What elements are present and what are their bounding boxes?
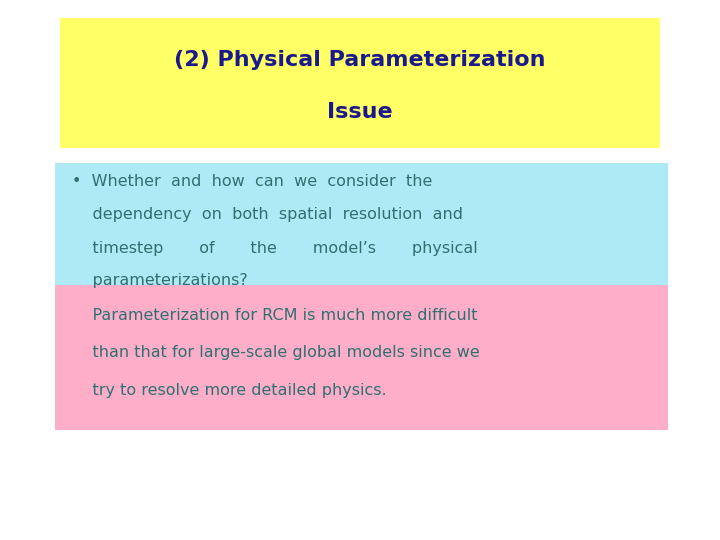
Text: dependency  on  both  spatial  resolution  and: dependency on both spatial resolution an… xyxy=(72,207,463,222)
FancyBboxPatch shape xyxy=(55,163,668,310)
Text: than that for large-scale global models since we: than that for large-scale global models … xyxy=(72,346,480,361)
Text: timestep       of       the       model’s       physical: timestep of the model’s physical xyxy=(72,240,478,255)
Text: parameterizations?: parameterizations? xyxy=(72,273,248,288)
Text: Parameterization for RCM is much more difficult: Parameterization for RCM is much more di… xyxy=(72,307,477,322)
Text: (2) Physical Parameterization: (2) Physical Parameterization xyxy=(174,50,546,70)
FancyBboxPatch shape xyxy=(60,18,660,148)
Text: •  Whether  and  how  can  we  consider  the: • Whether and how can we consider the xyxy=(72,174,433,190)
FancyBboxPatch shape xyxy=(55,285,668,430)
Text: Issue: Issue xyxy=(327,102,393,122)
Text: try to resolve more detailed physics.: try to resolve more detailed physics. xyxy=(72,383,387,399)
